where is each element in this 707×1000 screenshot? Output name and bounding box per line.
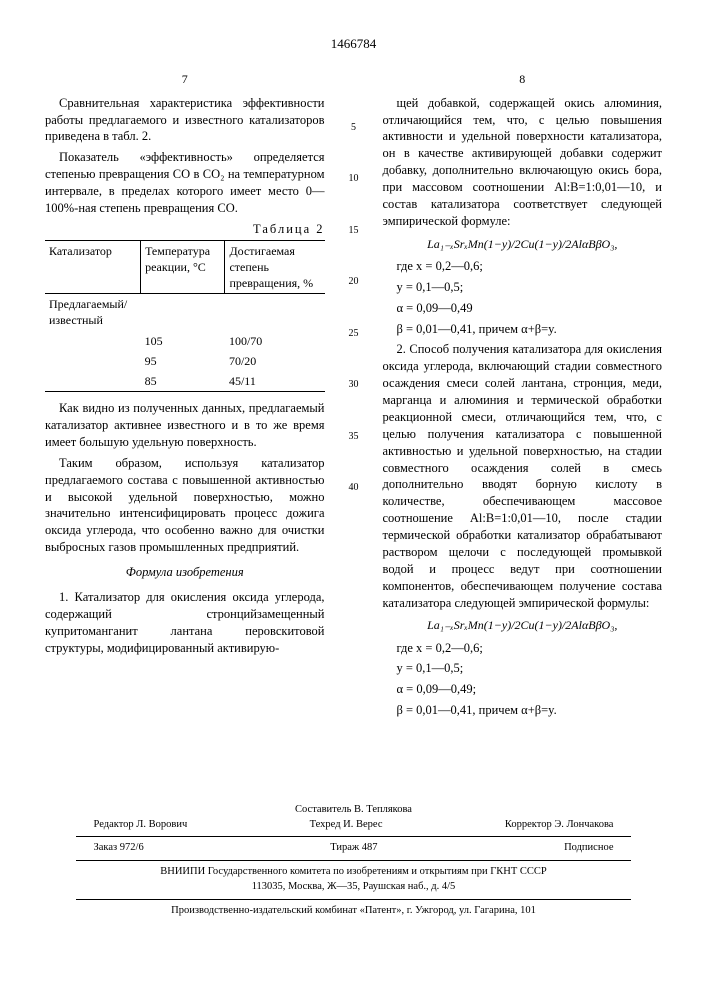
- para-thus: Таким образом, используя катализатор пре…: [45, 455, 325, 556]
- th-conversion: Достигаемая степень превращения, %: [225, 241, 325, 294]
- table-row: 105 100/70: [45, 331, 325, 351]
- where-alpha-2: α = 0,09—0,49;: [397, 681, 663, 698]
- cell-conv-1: 100/70: [225, 331, 325, 351]
- line-num: 15: [345, 224, 363, 238]
- where-y-1: y = 0,1—0,5;: [397, 279, 663, 296]
- where-x-1: где x = 0,2—0,6;: [397, 258, 663, 275]
- table-row: 95 70/20: [45, 351, 325, 371]
- footer-order: Заказ 972/6: [94, 841, 144, 856]
- para-comparative: Сравнительная характеристика эффективнос…: [45, 95, 325, 146]
- two-column-layout: 7 Сравнительная характеристика эффективн…: [45, 71, 662, 724]
- row-label: Предлагаемый/ известный: [45, 294, 141, 330]
- footer-corrector: Корректор Э. Лончакова: [505, 818, 614, 833]
- para-effectiveness: Показатель «эффективность» определяется …: [45, 149, 325, 217]
- right-col-number: 8: [383, 71, 663, 87]
- th-temperature: Температура реакции, °C: [141, 241, 225, 294]
- where-alpha-1: α = 0,09—0,49: [397, 300, 663, 317]
- line-num: 10: [345, 172, 363, 186]
- where-beta-1: β = 0,01—0,41, причем α+β=y.: [397, 321, 663, 338]
- table-caption: Таблица 2: [45, 221, 325, 238]
- footer-tech: Техред И. Верес: [310, 818, 383, 833]
- footer: Составитель В. Теплякова Редактор Л. Вор…: [45, 803, 662, 918]
- line-num: 20: [345, 275, 363, 289]
- formula-1: La₁₋ₓSrₓMn(1−y)/2Cu(1−y)/2AlαBβO₃,: [383, 236, 663, 252]
- left-column: 7 Сравнительная характеристика эффективн…: [45, 71, 325, 724]
- line-number-gutter: 5 10 15 20 25 30 35 40: [345, 71, 363, 724]
- table-row: 85 45/11: [45, 371, 325, 392]
- claim-1-cont: щей добавкой, содержащей окись алюминия,…: [383, 95, 663, 230]
- para-data-shows: Как видно из полученных данных, предлага…: [45, 400, 325, 451]
- footer-org1: ВНИИПИ Государственного комитета по изоб…: [45, 865, 662, 880]
- claim-2: 2. Способ получения катализатора для оки…: [383, 341, 663, 611]
- formula-2: La₁₋ₓSrₓMn(1−y)/2Cu(1−y)/2AlαBβO₃,: [383, 617, 663, 633]
- where-beta-2: β = 0,01—0,41, причем α+β=y.: [397, 702, 663, 719]
- footer-addr1: 113035, Москва, Ж—35, Раушская наб., д. …: [45, 880, 662, 895]
- footer-editor: Редактор Л. Ворович: [94, 818, 188, 833]
- footer-circulation: Тираж 487: [330, 841, 377, 856]
- line-num: 40: [345, 481, 363, 495]
- footer-compiler: Составитель В. Теплякова: [45, 803, 662, 818]
- footer-org2: Производственно-издательский комбинат «П…: [45, 904, 662, 919]
- line-num: 5: [345, 121, 363, 135]
- left-col-number: 7: [45, 71, 325, 87]
- cell-temp-2: 95: [141, 351, 225, 371]
- line-num: 35: [345, 430, 363, 444]
- line-num: 25: [345, 327, 363, 341]
- claim-1-start: 1. Катализатор для окисления оксида угле…: [45, 589, 325, 657]
- cell-conv-3: 45/11: [225, 371, 325, 392]
- cell-temp-1: 105: [141, 331, 225, 351]
- where-x-2: где x = 0,2—0,6;: [397, 640, 663, 657]
- line-num: 30: [345, 378, 363, 392]
- patent-number: 1466784: [45, 35, 662, 53]
- right-column: 8 щей добавкой, содержащей окись алюмини…: [383, 71, 663, 724]
- claims-title: Формула изобретения: [45, 564, 325, 581]
- table-2: Катализатор Температура реакции, °C Дост…: [45, 240, 325, 393]
- where-y-2: y = 0,1—0,5;: [397, 660, 663, 677]
- cell-temp-3: 85: [141, 371, 225, 392]
- cell-conv-2: 70/20: [225, 351, 325, 371]
- th-catalyst: Катализатор: [45, 241, 141, 294]
- footer-subscription: Подписное: [564, 841, 613, 856]
